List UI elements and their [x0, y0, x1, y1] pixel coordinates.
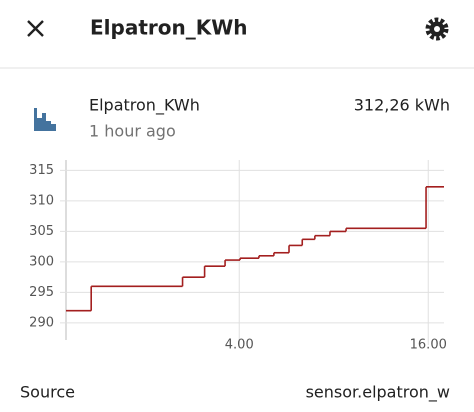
close-icon: [27, 20, 44, 37]
gear-hole: [434, 26, 440, 32]
entity-name: Elpatron_KWh: [89, 96, 200, 116]
attribute-label: Source: [20, 383, 75, 402]
y-tick-label: 295: [29, 285, 54, 300]
y-tick-label: 300: [29, 254, 54, 269]
icon-part: [42, 113, 46, 131]
y-tick-label: 290: [29, 315, 54, 330]
y-tick-label: 310: [29, 193, 54, 208]
entity-state: 312,26 kWh: [354, 96, 450, 115]
settings-button[interactable]: [425, 17, 449, 41]
x-tick-label: 4.00: [225, 338, 254, 353]
icon-part: [51, 124, 56, 131]
y-tick-label: 305: [29, 224, 54, 239]
icon-part: [34, 108, 37, 131]
dialog-title: Elpatron_KWh: [90, 16, 248, 40]
y-tick-label: 315: [29, 163, 54, 178]
icon-part: [37, 118, 42, 131]
history-chart: 290 295 300 305 310 315 4.00 16.00: [29, 160, 447, 353]
attribute-value: sensor.elpatron_w: [306, 383, 450, 403]
x-tick-label: 16.00: [410, 338, 447, 353]
icon-part: [46, 121, 51, 131]
gear-teeth: [425, 17, 449, 41]
entity-last-changed: 1 hour ago: [89, 122, 176, 141]
close-button[interactable]: [27, 20, 44, 37]
entity-icon: [34, 108, 56, 131]
